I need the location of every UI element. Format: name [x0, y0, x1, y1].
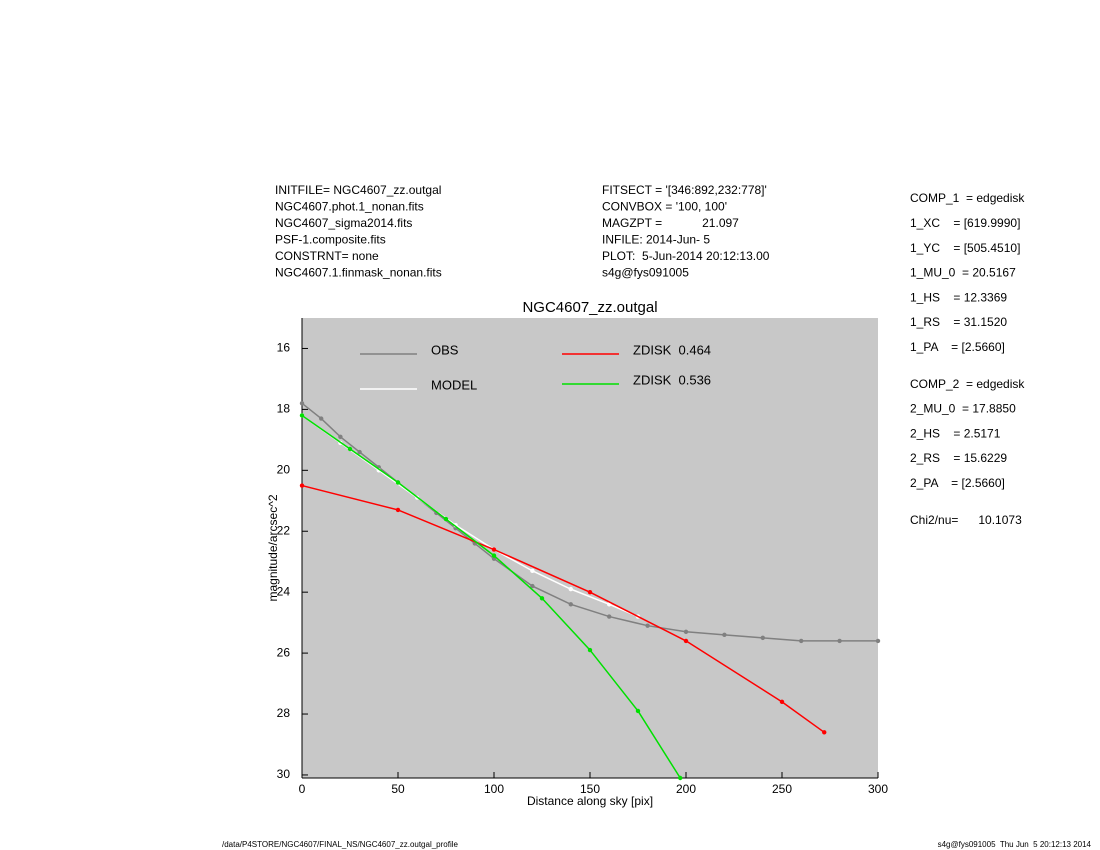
header-line: s4g@fys091005 [602, 266, 689, 280]
data-point [635, 708, 641, 714]
header-line: FITSECT = '[346:892,232:778]' [602, 183, 767, 197]
data-point [539, 596, 545, 601]
data-point [683, 638, 689, 644]
x-tick-label: 250 [772, 782, 792, 796]
legend-label: ZDISK 0.536 [633, 372, 711, 387]
data-point [822, 730, 827, 735]
data-point [395, 507, 401, 513]
parameter: 2_HS = 2.5171 [910, 426, 1001, 440]
legend-label: MODEL [431, 377, 477, 392]
data-point [587, 647, 593, 653]
data-point [347, 446, 353, 452]
header-line: INITFILE= NGC4607_zz.outgal [275, 183, 441, 197]
header-line: NGC4607_sigma2014.fits [275, 216, 412, 230]
data-point [678, 775, 683, 781]
header-line: NGC4607.phot.1_nonan.fits [275, 200, 424, 214]
y-axis-label: magnitude/arcsec^2 [266, 494, 280, 601]
data-point [779, 699, 785, 705]
header-line: PSF-1.composite.fits [275, 233, 386, 247]
x-tick-label: 100 [484, 782, 504, 796]
parameter: 1_RS = 31.1520 [910, 315, 1007, 329]
y-tick-label: 28 [277, 706, 291, 720]
header-line: PLOT: 5-Jun-2014 20:12:13.00 [602, 249, 770, 263]
parameter: 2_MU_0 = 17.8850 [910, 402, 1016, 416]
data-point [875, 638, 881, 644]
chart-title: NGC4607_zz.outgal [522, 299, 657, 316]
header-line: CONVBOX = '100, 100' [602, 200, 727, 214]
data-point [491, 553, 497, 558]
parameter: COMP_1 = edgedisk [910, 191, 1025, 205]
data-point [568, 602, 573, 607]
data-point [530, 568, 535, 574]
y-tick-label: 22 [277, 523, 291, 537]
data-point [530, 583, 535, 589]
data-point [645, 623, 650, 628]
data-point [587, 589, 593, 595]
header-line: CONSTRNT= none [275, 249, 379, 263]
data-point [491, 547, 497, 552]
data-point [299, 413, 305, 418]
legend-label: OBS [431, 342, 459, 357]
y-tick-label: 30 [277, 767, 291, 781]
data-point [299, 483, 305, 488]
data-point [338, 434, 343, 440]
y-tick-label: 20 [277, 462, 291, 476]
x-tick-label: 50 [391, 782, 405, 796]
data-point [395, 480, 401, 485]
footer-left: /data/P4STORE/NGC4607/FINAL_NS/NGC4607_z… [222, 840, 459, 849]
data-point [722, 632, 727, 638]
parameter: 2_PA = [2.5660] [910, 476, 1005, 490]
y-tick-label: 16 [277, 341, 291, 355]
data-point [319, 416, 324, 421]
data-point [799, 638, 804, 644]
parameter: 2_RS = 15.6229 [910, 451, 1007, 465]
parameter: COMP_2 = edgedisk [910, 377, 1025, 391]
parameter: 1_HS = 12.3369 [910, 290, 1007, 304]
x-tick-label: 150 [580, 782, 600, 796]
footer-right: s4g@fys091005 Thu Jun 5 20:12:13 2014 [938, 840, 1092, 849]
data-point [683, 629, 689, 634]
header-line: MAGZPT = 21.097 [602, 216, 739, 230]
parameter: 1_MU_0 = 20.5167 [910, 266, 1016, 280]
data-point [568, 586, 573, 592]
x-tick-label: 200 [676, 782, 696, 796]
parameter: 1_PA = [2.5660] [910, 340, 1005, 354]
data-point [443, 516, 449, 522]
parameter: 1_YC = [505.4510] [910, 241, 1020, 255]
data-point [760, 635, 765, 641]
y-tick-label: 24 [277, 584, 291, 598]
x-tick-label: 0 [299, 782, 306, 796]
y-tick-label: 18 [277, 402, 291, 416]
data-point [357, 449, 362, 455]
y-tick-label: 26 [277, 645, 291, 659]
data-point [837, 638, 842, 644]
legend-label: ZDISK 0.464 [633, 342, 711, 357]
parameter: Chi2/nu= 10.1073 [910, 513, 1022, 527]
data-point [299, 401, 305, 406]
x-tick-label: 300 [868, 782, 888, 796]
data-point [607, 614, 612, 619]
x-axis-label: Distance along sky [pix] [527, 794, 653, 808]
header-line: NGC4607.1.finmask_nonan.fits [275, 266, 442, 280]
header-line: INFILE: 2014-Jun- 5 [602, 233, 710, 247]
parameter: 1_XC = [619.9990] [910, 216, 1020, 230]
